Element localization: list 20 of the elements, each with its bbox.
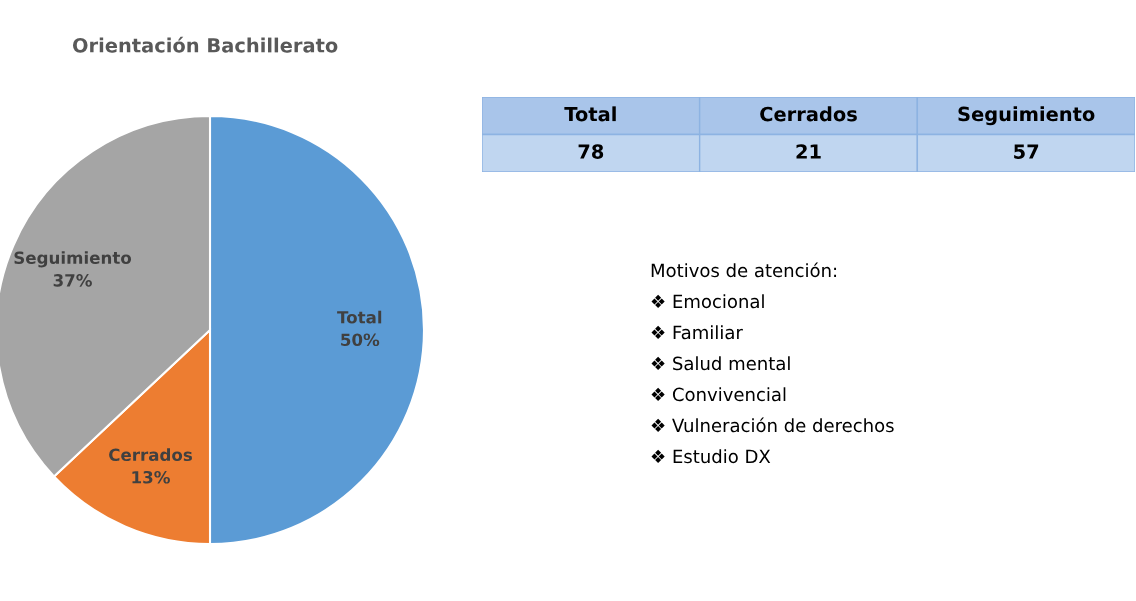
category-label: Total [564,106,616,122]
data-label: 37% [53,274,92,287]
slice-label: Seguimiento [14,251,132,268]
slice-label: Cerrados [109,448,192,462]
data-label: 78 [578,144,604,159]
data-label: 50% [341,333,380,347]
data-label: 57 [1014,144,1039,159]
slice-label: Total [337,310,382,324]
text: ❖ Salud mental [651,356,790,371]
text: ❖ Convivencial [651,387,786,402]
text: ❖ Emocional [651,294,764,309]
chart-title: Orientación Bachillerato [72,36,338,53]
text: ❖ Estudio DX [651,449,771,464]
text: ❖ Familiar [651,325,743,340]
data-label: 21 [796,144,821,159]
category-label: Seguimiento [958,106,1095,126]
category-label: Cerrados [760,106,857,122]
text: ❖ Vulneración de derechos [651,417,894,433]
data-label: 13% [132,470,170,484]
text: Motivos de atención: [651,262,837,278]
